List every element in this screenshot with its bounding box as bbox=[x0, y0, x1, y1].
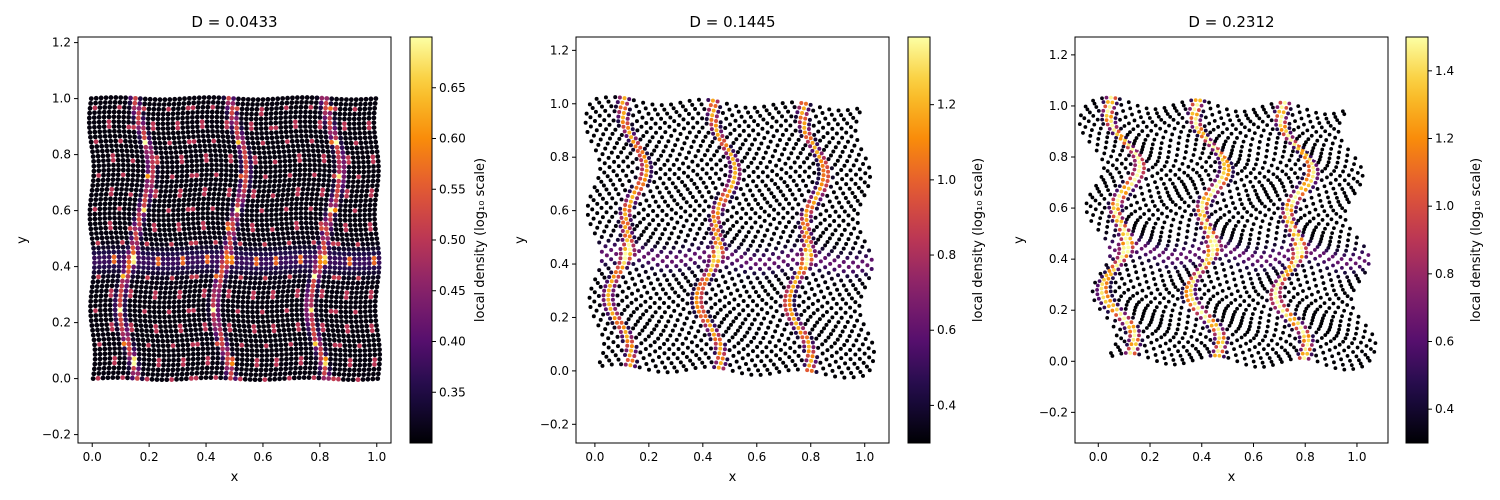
x-tick-label: 0.4 bbox=[196, 450, 215, 464]
colorbar bbox=[409, 36, 433, 444]
x-tick-label: 0.8 bbox=[310, 450, 329, 464]
colorbar-label: local density (log₁₀ scale) bbox=[1469, 158, 1484, 322]
y-tick-label: 1.0 bbox=[1049, 99, 1068, 113]
colorbar-tick-label: 0.40 bbox=[439, 335, 466, 349]
x-tick-label: 0.4 bbox=[693, 450, 712, 464]
y-tick-label: 0.6 bbox=[1049, 201, 1068, 215]
y-tick-label: 0.4 bbox=[550, 257, 569, 271]
colorbar bbox=[907, 36, 931, 444]
colorbar-label: local density (log₁₀ scale) bbox=[971, 158, 986, 322]
colorbar-tick-label: 0.45 bbox=[439, 284, 466, 298]
x-tick-label: 1.0 bbox=[1347, 450, 1366, 464]
y-tick-label: 0.0 bbox=[550, 364, 569, 378]
axes-frame bbox=[77, 36, 392, 444]
y-tick-label: −0.2 bbox=[42, 428, 71, 442]
y-tick-label: 0.8 bbox=[1049, 150, 1068, 164]
colorbar-tick-label: 1.2 bbox=[937, 98, 956, 112]
subplot-3: 0.0 0.2 0.4 0.6 0.8 1.0 −0.2 0.0 0.2 0.4 0.6 0.8 1.0… bbox=[1012, 13, 1484, 485]
colorbar-label: local density (log₁₀ scale) bbox=[473, 158, 488, 322]
colorbar-tick-label: 0.35 bbox=[439, 385, 466, 399]
y-tick-label: 1.2 bbox=[550, 43, 569, 57]
y-tick-label: 0.2 bbox=[550, 310, 569, 324]
scatter-field-3 bbox=[1077, 95, 1378, 372]
colorbar-tick-label: 0.6 bbox=[1435, 335, 1454, 349]
subplot-2: 0.0 0.2 0.4 0.6 0.8 1.0 −0.2 0.0 0.2 0.4 0.6 0.8 1.0… bbox=[513, 13, 986, 485]
colorbar-tick-label: 1.4 bbox=[1435, 64, 1454, 78]
y-tick-label: −0.2 bbox=[540, 417, 569, 431]
colorbar-tick-label: 0.55 bbox=[439, 182, 466, 196]
x-tick-label: 0.8 bbox=[1296, 450, 1315, 464]
colorbar-tick-label: 0.4 bbox=[1435, 402, 1454, 416]
colorbar-tick-label: 0.4 bbox=[937, 398, 956, 412]
x-tick-label: 0.0 bbox=[83, 450, 102, 464]
y-tick-label: −0.2 bbox=[1039, 405, 1068, 419]
y-tick-label: 0.0 bbox=[52, 372, 71, 386]
y-tick-label: 0.8 bbox=[52, 148, 71, 162]
x-axis-label: x bbox=[1228, 470, 1236, 485]
y-tick-label: 0.8 bbox=[550, 150, 569, 164]
x-tick-label: 0.0 bbox=[585, 450, 604, 464]
scatter-field-2 bbox=[583, 95, 876, 380]
colorbar-tick-label: 0.8 bbox=[937, 248, 956, 262]
x-tick-label: 0.2 bbox=[1140, 450, 1159, 464]
y-tick-label: 1.2 bbox=[52, 36, 71, 50]
y-tick-label: 1.2 bbox=[1049, 48, 1068, 62]
y-tick-label: 0.4 bbox=[52, 260, 71, 274]
axes-frame bbox=[1074, 36, 1389, 444]
x-tick-label: 0.4 bbox=[1192, 450, 1211, 464]
y-tick-label: 0.6 bbox=[52, 204, 71, 218]
x-tick-label: 0.6 bbox=[253, 450, 272, 464]
subplot-title: D = 0.2312 bbox=[1188, 13, 1274, 31]
x-tick-label: 1.0 bbox=[367, 450, 386, 464]
colorbar-tick-label: 0.65 bbox=[439, 81, 466, 95]
subplot-title: D = 0.0433 bbox=[191, 13, 277, 31]
y-axis-label: y bbox=[513, 236, 528, 244]
colorbar-tick-label: 0.60 bbox=[439, 132, 466, 146]
y-tick-label: 1.0 bbox=[52, 92, 71, 106]
y-axis-label: y bbox=[15, 236, 30, 244]
x-tick-label: 1.0 bbox=[855, 450, 874, 464]
colorbar-tick-label: 1.0 bbox=[937, 173, 956, 187]
y-tick-label: 0.2 bbox=[1049, 303, 1068, 317]
colorbar-tick-label: 0.6 bbox=[937, 323, 956, 337]
y-tick-label: 1.0 bbox=[550, 97, 569, 111]
y-tick-label: 0.0 bbox=[1049, 354, 1068, 368]
x-tick-label: 0.2 bbox=[639, 450, 658, 464]
y-tick-label: 0.4 bbox=[1049, 252, 1068, 266]
colorbar-tick-label: 0.50 bbox=[439, 233, 466, 247]
x-tick-label: 0.8 bbox=[801, 450, 820, 464]
x-tick-label: 0.6 bbox=[1244, 450, 1263, 464]
colorbar-tick-label: 1.0 bbox=[1435, 199, 1454, 213]
x-axis-label: x bbox=[231, 470, 239, 485]
scatter-field-1 bbox=[86, 95, 383, 383]
colorbar-tick-label: 0.8 bbox=[1435, 267, 1454, 281]
y-tick-label: 0.2 bbox=[52, 316, 71, 330]
y-tick-label: 0.6 bbox=[550, 204, 569, 218]
x-axis-label: x bbox=[729, 470, 737, 485]
x-tick-label: 0.6 bbox=[747, 450, 766, 464]
x-tick-label: 0.2 bbox=[140, 450, 159, 464]
subplot-1: 0.0 0.2 0.4 0.6 0.8 1.0 −0.2 0.0 0.2 0.4 0.6 0.8 1.0… bbox=[15, 13, 488, 485]
subplot-title: D = 0.1445 bbox=[689, 13, 775, 31]
colorbar bbox=[1405, 36, 1429, 444]
y-axis-label: y bbox=[1012, 236, 1027, 244]
colorbar-tick-label: 1.2 bbox=[1435, 132, 1454, 146]
x-tick-label: 0.0 bbox=[1089, 450, 1108, 464]
axes-frame bbox=[575, 36, 890, 444]
